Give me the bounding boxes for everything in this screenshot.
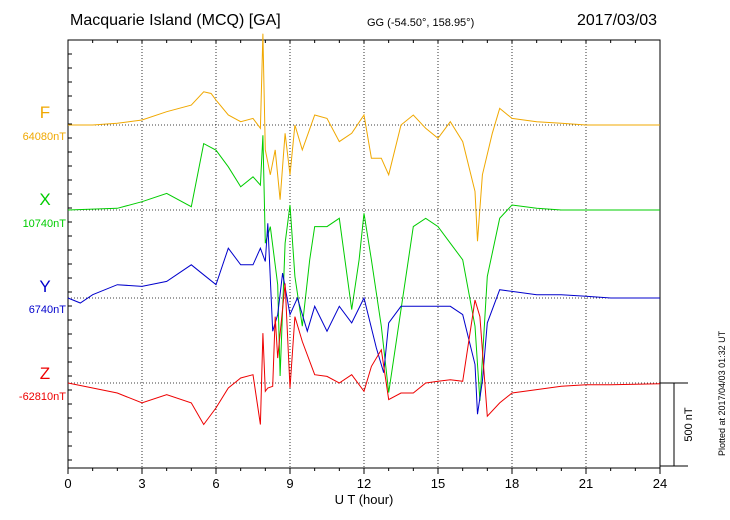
x-tick-label: 12 xyxy=(357,476,371,491)
series-y-name: Y xyxy=(39,277,50,296)
series-x-baseline-value: 10740nT xyxy=(23,218,67,230)
series-x-name: X xyxy=(39,190,50,209)
x-axis-label: U T (hour) xyxy=(335,492,394,507)
scale-bar-label: 500 nT xyxy=(683,407,695,442)
station-title: Macquarie Island (MCQ) [GA] xyxy=(70,12,281,29)
series-y-line xyxy=(67,223,660,415)
x-tick-label: 6 xyxy=(212,476,219,491)
series-z-baseline-value: -62810nT xyxy=(19,391,66,403)
x-tick-label: 3 xyxy=(138,476,145,491)
plotted-timestamp: Plotted at 2017/04/03 01:32 UT xyxy=(717,330,727,456)
station-coords: GG (-54.50°, 158.95°) xyxy=(367,17,475,29)
x-tick-label: 15 xyxy=(431,476,445,491)
x-tick-label: 0 xyxy=(64,476,71,491)
series-z-line xyxy=(67,283,661,426)
series-y-baseline-value: 6740nT xyxy=(29,304,67,316)
x-tick-label: 9 xyxy=(286,476,293,491)
series-f-baseline-value: 64080nT xyxy=(23,131,67,143)
x-tick-label: 18 xyxy=(505,476,519,491)
x-tick-label: 24 xyxy=(653,476,667,491)
series-x-line xyxy=(67,135,660,401)
series-f-name: F xyxy=(40,103,50,122)
x-tick-label: 21 xyxy=(579,476,593,491)
series-f-line xyxy=(68,33,660,242)
series-z-name: Z xyxy=(40,364,50,383)
chart-date: 2017/03/03 xyxy=(577,12,658,29)
